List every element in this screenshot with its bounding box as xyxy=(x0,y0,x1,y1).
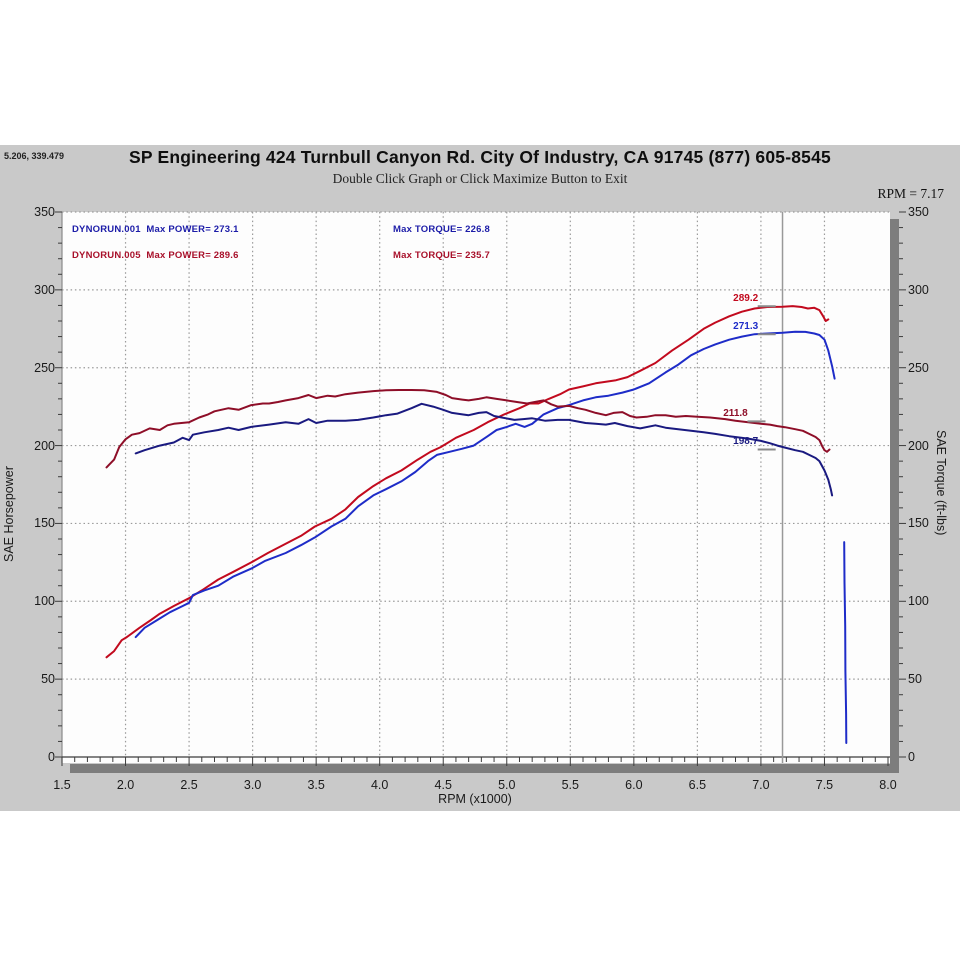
page-title: SP Engineering 424 Turnbull Canyon Rd. C… xyxy=(129,147,831,167)
curve-power_run2 xyxy=(105,305,830,659)
curve-power_run1 xyxy=(134,330,836,639)
page-subtitle: Double Click Graph or Click Maximize But… xyxy=(332,171,628,186)
curve-torque_run1 xyxy=(134,402,834,497)
curve-power_run1 xyxy=(843,541,848,744)
cursor-coords-readout: 5.206, 339.479 xyxy=(4,151,65,161)
plot-shadow-bottom xyxy=(70,764,898,773)
plot-area[interactable] xyxy=(62,212,890,763)
plot-shadow-right xyxy=(890,219,899,773)
curve-torque_run2 xyxy=(105,389,831,469)
rpm-cursor-readout: RPM = 7.17 xyxy=(877,186,944,201)
